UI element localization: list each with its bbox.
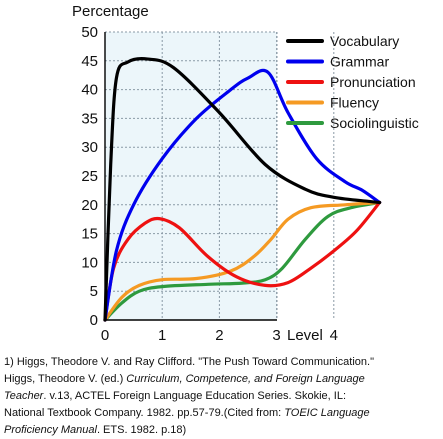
series-lines (103, 57, 382, 322)
citation-line-1: 1) Higgs, Theodore V. and Ray Clifford. … (4, 356, 374, 368)
y-tick-label: 35 (81, 110, 98, 127)
y-axis-title: Percentage (72, 3, 149, 20)
y-tick-label: 50 (81, 24, 98, 41)
x-tick-label: 2 (215, 327, 223, 344)
y-tick-label: 10 (81, 254, 98, 271)
legend-label-sociolinguistic: Sociolinguistic (330, 115, 419, 131)
series-line-grammar (103, 68, 382, 322)
line-chart: 0 5 10 15 20 25 30 35 40 45 50 0 1 2 3 4 Percentage Lev… (72, 3, 419, 344)
citation-line-4: National Textbook Company. 1982. pp.57-7… (4, 407, 370, 419)
x-tick-label: 4 (330, 327, 338, 344)
legend: Vocabulary Grammar Pronunciation Fluency Soc… (286, 33, 419, 131)
citation-line-3: Teacher. v.13, ACTEL Foreign Language Ed… (4, 390, 347, 402)
y-tick-label: 15 (81, 226, 98, 243)
citation: 1) Higgs, Theodore V. and Ray Clifford. … (4, 354, 440, 439)
y-tick-label: 0 (90, 312, 98, 329)
legend-label-grammar: Grammar (330, 54, 389, 70)
citation-line-2: Higgs, Theodore V. (ed.) Curriculum, Com… (4, 373, 365, 385)
legend-label-fluency: Fluency (330, 95, 379, 111)
citation-line-5: Proficiency Manual. ETS. 1982. p.18) (4, 424, 187, 436)
y-tick-label: 40 (81, 82, 98, 99)
legend-label-pronunciation: Pronunciation (330, 74, 416, 90)
axes (104, 32, 277, 321)
x-axis-title: Level (287, 327, 323, 344)
series-line-vocabulary (103, 57, 382, 322)
y-tick-label: 5 (90, 283, 98, 300)
y-tick-label: 25 (81, 168, 98, 185)
y-tick-label: 45 (81, 53, 98, 70)
x-tick-label: 1 (158, 327, 166, 344)
x-tick-label: 3 (272, 327, 280, 344)
y-tick-label: 30 (81, 139, 98, 156)
y-tick-label: 20 (81, 197, 98, 214)
series-line-pronunciation (103, 200, 382, 322)
series-line-fluency (103, 200, 382, 322)
tick-labels: 0 5 10 15 20 25 30 35 40 45 50 0 1 2 3 4 (81, 24, 338, 344)
x-tick-label: 0 (101, 327, 109, 344)
legend-label-vocabulary: Vocabulary (330, 33, 399, 49)
